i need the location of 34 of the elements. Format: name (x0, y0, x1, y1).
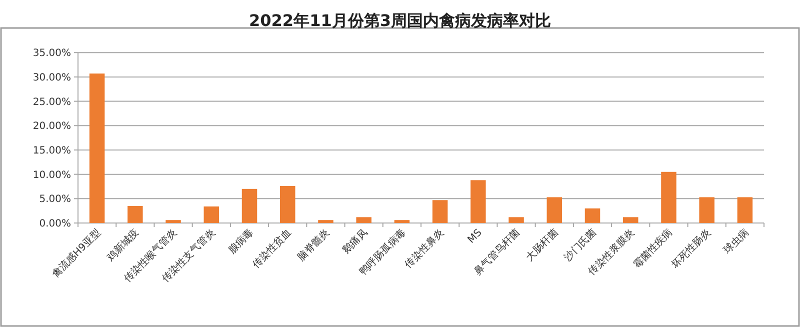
x-tick-label: 鹅痛风 (340, 226, 370, 256)
y-tick-label: 35.00% (32, 48, 71, 60)
bar (584, 208, 600, 223)
bar (394, 220, 410, 223)
bar (737, 197, 753, 223)
x-tick-label: 腺病毒 (226, 226, 256, 256)
bar (280, 186, 296, 223)
bar (508, 217, 524, 223)
y-tick-label: 5.00% (39, 194, 71, 206)
bar (166, 220, 181, 223)
y-tick-label: 30.00% (32, 72, 71, 84)
chart-title: 2022年11月份第3周国内禽病发病率对比 (249, 11, 551, 30)
bar (204, 206, 220, 223)
bar (318, 220, 334, 223)
bar (661, 172, 676, 223)
bar (242, 188, 258, 223)
bar (470, 180, 486, 223)
x-tick-label: MS (466, 227, 484, 246)
y-tick-label: 15.00% (32, 145, 71, 156)
x-tick-label: 脑脊髓炎 (295, 226, 332, 264)
bar (356, 217, 372, 223)
bar (128, 206, 143, 223)
bar (622, 217, 638, 223)
x-tick-label: 大肠杆菌 (524, 226, 561, 264)
bar (432, 200, 448, 223)
x-tick-label: 禽流感H9亚型 (50, 226, 104, 280)
y-tick-label: 20.00% (32, 121, 71, 132)
y-tick-label: 0.00% (39, 218, 71, 230)
x-tick-label: 球虫病 (721, 226, 752, 256)
bar (699, 197, 714, 223)
bar (546, 197, 562, 223)
y-tick-label: 25.00% (32, 96, 71, 108)
y-tick-label: 10.00% (32, 170, 71, 181)
bar (89, 74, 105, 223)
